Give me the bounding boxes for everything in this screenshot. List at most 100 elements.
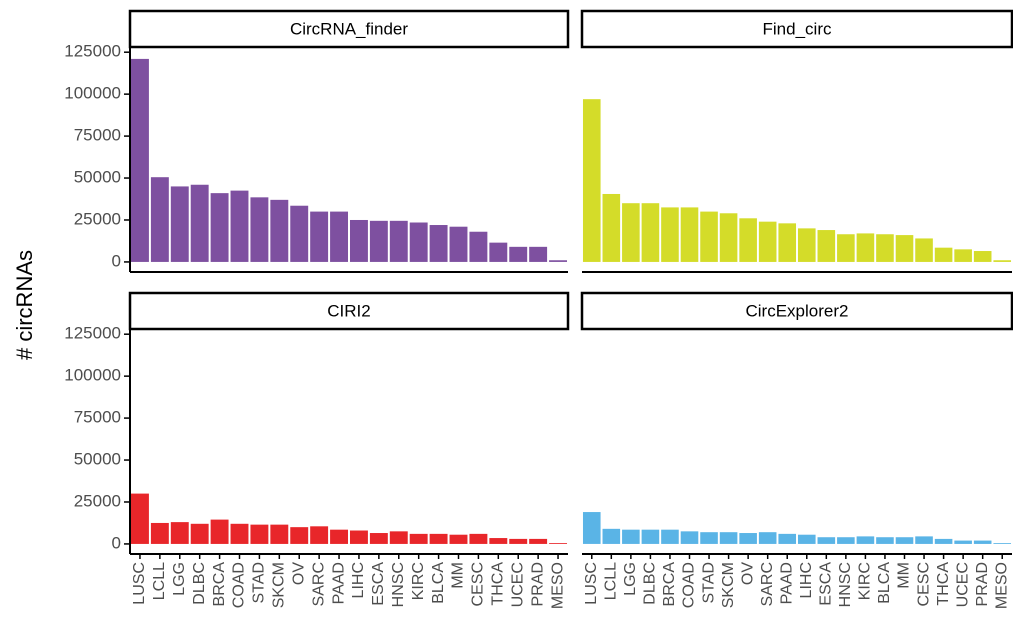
x-tick-label: LCLL	[151, 562, 168, 600]
bar	[190, 184, 209, 262]
x-tick-label: LIHC	[798, 562, 815, 598]
bar	[150, 522, 169, 544]
x-tick-label: LIHC	[350, 562, 367, 598]
x-tick-label: PAAD	[330, 562, 347, 604]
x-tick-label: BRCA	[661, 562, 678, 607]
y-tick-label: 50000	[74, 168, 121, 187]
bar	[954, 249, 972, 262]
x-tick-label: ESCA	[370, 562, 387, 606]
bar	[529, 538, 548, 544]
bar	[778, 533, 797, 544]
bar	[429, 533, 448, 544]
bar	[582, 99, 601, 262]
bar	[680, 207, 699, 262]
y-tick-label: 25000	[74, 209, 121, 228]
y-tick-label: 125000	[64, 324, 121, 343]
bar	[700, 211, 718, 262]
bar	[739, 218, 757, 262]
x-tick-label: SARC	[310, 562, 327, 606]
bar	[170, 186, 189, 262]
bar	[469, 231, 488, 262]
facet-strip	[580, 291, 1013, 331]
x-tick-label: DLBC	[642, 562, 659, 605]
y-tick-label: 0	[112, 533, 121, 552]
bar	[389, 220, 408, 262]
bar	[661, 529, 679, 544]
x-tick-label: BRCA	[211, 562, 228, 607]
bar	[230, 523, 249, 544]
x-tick-label: BLCA	[876, 562, 893, 604]
x-tick-label: MESO	[549, 562, 566, 609]
y-tick-label: 125000	[64, 42, 121, 61]
y-tick-label: 100000	[64, 366, 121, 385]
y-tick-label: 0	[112, 251, 121, 270]
bar	[330, 211, 349, 262]
bar	[170, 522, 189, 544]
bar	[739, 533, 757, 544]
bar	[389, 531, 408, 544]
bar	[449, 226, 468, 262]
bar	[954, 540, 972, 544]
bar	[349, 530, 368, 544]
x-tick-label: THCA	[490, 562, 507, 606]
x-tick-label: HNSC	[390, 562, 407, 607]
bar	[758, 221, 777, 262]
x-tick-label: MESO	[993, 562, 1010, 609]
bar	[190, 523, 209, 544]
bar	[641, 529, 660, 544]
facet-title: CircExplorer2	[746, 301, 849, 320]
bar	[349, 219, 368, 262]
bar	[230, 190, 249, 262]
bar	[529, 246, 548, 262]
bar	[270, 199, 289, 262]
bar	[915, 536, 933, 544]
x-tick-label: COAD	[231, 562, 248, 608]
bar	[934, 247, 953, 262]
x-tick-label: SARC	[759, 562, 776, 606]
x-tick-label: CESC	[915, 562, 932, 606]
bar	[602, 528, 621, 544]
bar	[549, 543, 568, 544]
x-tick-label: CESC	[470, 562, 487, 606]
bar	[489, 538, 508, 544]
bar	[509, 246, 528, 262]
bar	[369, 220, 388, 262]
bar	[210, 193, 229, 262]
x-tick-label: THCA	[935, 562, 952, 606]
x-tick-label: LGG	[622, 562, 639, 596]
bar	[409, 222, 428, 262]
bar	[330, 529, 349, 544]
y-axis-label: # circRNAs	[12, 250, 37, 360]
bar	[290, 527, 309, 544]
bar	[622, 203, 640, 262]
bar	[641, 203, 660, 262]
x-tick-label: LUSC	[583, 562, 600, 605]
y-tick-label: 75000	[74, 126, 121, 145]
bar	[876, 537, 894, 544]
bar	[290, 205, 309, 262]
bar	[856, 233, 875, 262]
x-tick-label: MM	[450, 562, 467, 589]
x-tick-label: BLCA	[430, 562, 447, 604]
bar	[250, 524, 269, 544]
bar	[602, 193, 621, 262]
x-tick-label: PRAD	[529, 562, 546, 606]
bar	[130, 493, 149, 544]
x-tick-label: UCEC	[954, 562, 971, 607]
x-tick-label: COAD	[681, 562, 698, 608]
x-tick-label: PAAD	[778, 562, 795, 604]
y-tick-label: 50000	[74, 450, 121, 469]
bar	[895, 235, 914, 262]
bar	[661, 207, 679, 262]
bar	[973, 251, 992, 262]
bar	[719, 213, 738, 262]
x-tick-label: STAD	[251, 562, 268, 603]
bar	[680, 531, 699, 544]
bar	[719, 532, 738, 544]
x-tick-label: UCEC	[509, 562, 526, 607]
x-tick-label: SKCM	[720, 562, 737, 608]
bar	[856, 536, 875, 544]
bar	[817, 230, 836, 262]
x-tick-label: STAD	[700, 562, 717, 603]
